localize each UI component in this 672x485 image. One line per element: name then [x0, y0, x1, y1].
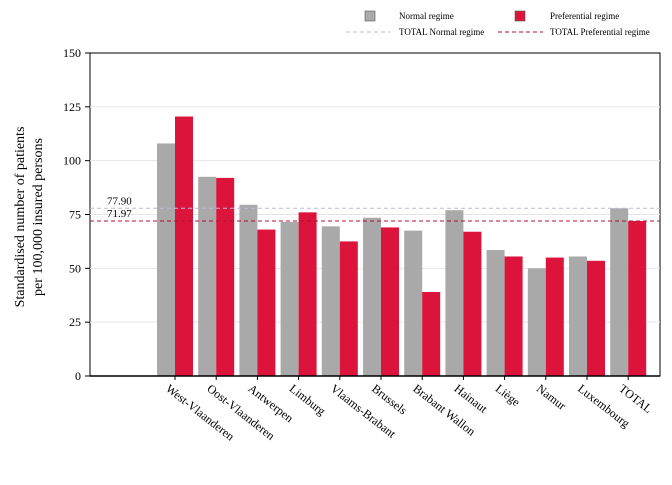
legend-label-normal-regime: Normal regime: [399, 11, 454, 21]
legend: Normal regime Preferential regime TOTAL …: [346, 10, 650, 37]
y-tick-label-125: 125: [63, 100, 81, 114]
bar-normal-regime-4: [321, 226, 340, 376]
bar-preferential-regime-4: [339, 241, 358, 376]
bar-normal-regime-7: [445, 210, 464, 376]
y-axis-title-line-2: per 100,000 insured persons: [31, 138, 46, 296]
bar-normal-regime-5: [363, 217, 381, 376]
y-tick-label-25: 25: [69, 315, 81, 329]
y-tick-label-100: 100: [63, 154, 81, 168]
y-tick-label-0: 0: [75, 369, 81, 383]
bar-preferential-regime-3: [298, 212, 317, 376]
bar-normal-regime-10: [569, 256, 587, 376]
bar-preferential-regime-5: [381, 227, 399, 376]
bar-preferential-regime-6: [422, 292, 441, 376]
bar-normal-regime-2: [239, 204, 258, 376]
bar-preferential-regime-7: [463, 231, 482, 376]
legend-swatch-normal-regime: [364, 10, 376, 22]
bar-normal-regime-6: [404, 230, 423, 376]
y-axis-title-line-1: Standardised number of patients: [13, 127, 28, 308]
legend-swatch-preferential-regime: [514, 10, 526, 22]
x-tick-label-9: Namur: [534, 381, 569, 413]
reference-label-0: 77.90: [107, 195, 132, 207]
bar-preferential-regime-8: [504, 256, 523, 376]
legend-label-preferential-regime: Preferential regime: [550, 11, 619, 21]
bar-preferential-regime-0: [175, 116, 193, 377]
y-tick-label-150: 150: [63, 46, 81, 60]
reference-label-1: 71.97: [107, 208, 132, 220]
bar-normal-regime-1: [198, 176, 217, 376]
bar-preferential-regime-10: [587, 260, 605, 376]
bar-normal-regime-9: [527, 268, 546, 376]
y-tick-label-75: 75: [69, 208, 81, 222]
bar-normal-regime-8: [486, 250, 505, 376]
y-tick-label-50: 50: [69, 261, 81, 275]
bar-preferential-regime-2: [257, 229, 276, 376]
bar-preferential-regime-1: [216, 177, 235, 376]
legend-label-total-normal: TOTAL Normal regime: [399, 27, 484, 37]
x-tick-label-8: Liège: [493, 381, 523, 409]
y-axis-title: Standardised number of patients per 100,…: [13, 127, 46, 308]
legend-label-total-preferential: TOTAL Preferential regime: [550, 27, 650, 37]
bar-normal-regime-3: [280, 222, 299, 376]
bar-preferential-regime-11: [628, 221, 647, 376]
bar-preferential-regime-9: [545, 257, 564, 376]
bar-normal-regime-11: [610, 208, 629, 376]
bar-normal-regime-0: [157, 143, 175, 376]
